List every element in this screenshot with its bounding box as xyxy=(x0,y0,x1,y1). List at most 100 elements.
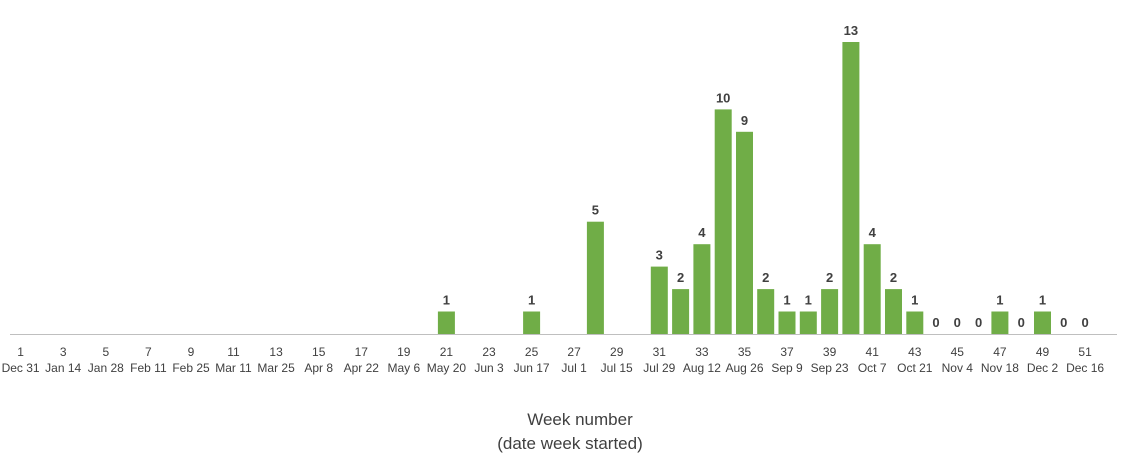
data-label-week-33: 4 xyxy=(698,225,706,240)
tick-date-week-23: Jun 3 xyxy=(474,361,504,375)
tick-date-week-7: Feb 11 xyxy=(130,361,167,375)
tick-week-45: 45 xyxy=(951,345,965,359)
tick-date-week-31: Jul 29 xyxy=(643,361,675,375)
tick-week-21: 21 xyxy=(440,345,454,359)
tick-week-43: 43 xyxy=(908,345,922,359)
tick-week-33: 33 xyxy=(695,345,709,359)
bar-week-37 xyxy=(778,311,796,334)
bar-week-39 xyxy=(821,289,839,334)
bar-week-32 xyxy=(672,289,690,334)
tick-week-51: 51 xyxy=(1078,345,1092,359)
tick-week-5: 5 xyxy=(102,345,109,359)
tick-date-week-13: Mar 25 xyxy=(257,361,295,375)
tick-date-week-33: Aug 12 xyxy=(683,361,721,375)
data-label-week-41: 4 xyxy=(869,225,877,240)
tick-week-41: 41 xyxy=(866,345,880,359)
tick-date-week-19: May 6 xyxy=(387,361,420,375)
bar-week-43 xyxy=(906,311,924,334)
bar-week-34 xyxy=(714,109,732,335)
data-label-week-38: 1 xyxy=(805,293,812,308)
data-label-week-36: 2 xyxy=(762,270,769,285)
bar-week-47 xyxy=(991,311,1009,334)
tick-date-week-47: Nov 18 xyxy=(981,361,1019,375)
tick-week-19: 19 xyxy=(397,345,411,359)
bar-week-38 xyxy=(799,311,817,334)
bar-week-28 xyxy=(586,221,604,334)
data-label-week-46: 0 xyxy=(975,315,982,330)
tick-date-week-43: Oct 21 xyxy=(897,361,933,375)
bar-week-49 xyxy=(1034,311,1051,334)
data-label-week-50: 0 xyxy=(1060,315,1067,330)
tick-week-3: 3 xyxy=(60,345,67,359)
tick-date-week-41: Oct 7 xyxy=(858,361,887,375)
data-label-week-21: 1 xyxy=(443,293,450,308)
tick-week-1: 1 xyxy=(17,345,24,359)
data-label-week-35: 9 xyxy=(741,113,748,128)
data-label-week-44: 0 xyxy=(932,315,939,330)
tick-week-9: 9 xyxy=(188,345,195,359)
data-label-week-49: 1 xyxy=(1039,293,1046,308)
data-label-week-42: 2 xyxy=(890,270,897,285)
tick-date-week-21: May 20 xyxy=(427,361,467,375)
tick-date-week-15: Apr 8 xyxy=(304,361,333,375)
data-label-week-45: 0 xyxy=(954,315,961,330)
bar-week-25 xyxy=(523,311,541,334)
data-label-week-31: 3 xyxy=(656,248,663,263)
x-tick-labels-group: 1 Dec 31 3 Jan 14 5 Jan 28 7 Feb 11 9 Feb 25 11 Mar… xyxy=(2,345,1105,375)
tick-week-15: 15 xyxy=(312,345,326,359)
bars-group xyxy=(437,42,1051,335)
tick-date-week-45: Nov 4 xyxy=(942,361,974,375)
data-label-week-28: 5 xyxy=(592,203,599,218)
bar-week-35 xyxy=(736,131,753,334)
data-label-week-34: 10 xyxy=(716,90,730,105)
bar-week-36 xyxy=(757,289,775,334)
tick-week-37: 37 xyxy=(780,345,794,359)
data-label-week-25: 1 xyxy=(528,293,535,308)
tick-week-7: 7 xyxy=(145,345,152,359)
bar-week-42 xyxy=(885,289,902,334)
bar-week-33 xyxy=(693,244,711,334)
tick-date-week-35: Aug 26 xyxy=(725,361,763,375)
data-label-week-39: 2 xyxy=(826,270,833,285)
tick-week-49: 49 xyxy=(1036,345,1050,359)
tick-date-week-51: Dec 16 xyxy=(1066,361,1104,375)
tick-date-week-17: Apr 22 xyxy=(344,361,380,375)
tick-week-11: 11 xyxy=(227,345,240,359)
bar-week-41 xyxy=(863,244,881,334)
tick-week-13: 13 xyxy=(269,345,283,359)
x-axis-title: Week number xyxy=(527,410,633,429)
tick-week-17: 17 xyxy=(355,345,369,359)
data-label-week-51: 0 xyxy=(1081,315,1088,330)
data-label-week-48: 0 xyxy=(1018,315,1025,330)
tick-week-25: 25 xyxy=(525,345,539,359)
tick-date-week-1: Dec 31 xyxy=(2,361,40,375)
tick-week-31: 31 xyxy=(653,345,667,359)
tick-date-week-49: Dec 2 xyxy=(1027,361,1059,375)
tick-date-week-5: Jan 28 xyxy=(88,361,124,375)
tick-date-week-11: Mar 11 xyxy=(215,361,252,375)
tick-date-week-37: Sep 9 xyxy=(771,361,803,375)
tick-week-27: 27 xyxy=(567,345,581,359)
x-axis-subtitle: (date week started) xyxy=(497,434,643,453)
tick-week-23: 23 xyxy=(482,345,496,359)
tick-week-29: 29 xyxy=(610,345,624,359)
data-label-week-43: 1 xyxy=(911,293,918,308)
bar-week-31 xyxy=(650,266,668,334)
data-label-week-32: 2 xyxy=(677,270,684,285)
tick-week-39: 39 xyxy=(823,345,837,359)
bar-week-21 xyxy=(437,311,455,334)
tick-week-47: 47 xyxy=(993,345,1007,359)
tick-date-week-29: Jul 15 xyxy=(601,361,633,375)
data-label-week-37: 1 xyxy=(783,293,790,308)
data-label-week-47: 1 xyxy=(996,293,1003,308)
tick-date-week-27: Jul 1 xyxy=(561,361,587,375)
tick-date-week-3: Jan 14 xyxy=(45,361,81,375)
tick-date-week-9: Feb 25 xyxy=(172,361,210,375)
tick-date-week-25: Jun 17 xyxy=(514,361,550,375)
tick-date-week-39: Sep 23 xyxy=(811,361,849,375)
data-label-week-40: 13 xyxy=(844,23,858,38)
bar-week-40 xyxy=(842,42,860,334)
tick-week-35: 35 xyxy=(738,345,752,359)
